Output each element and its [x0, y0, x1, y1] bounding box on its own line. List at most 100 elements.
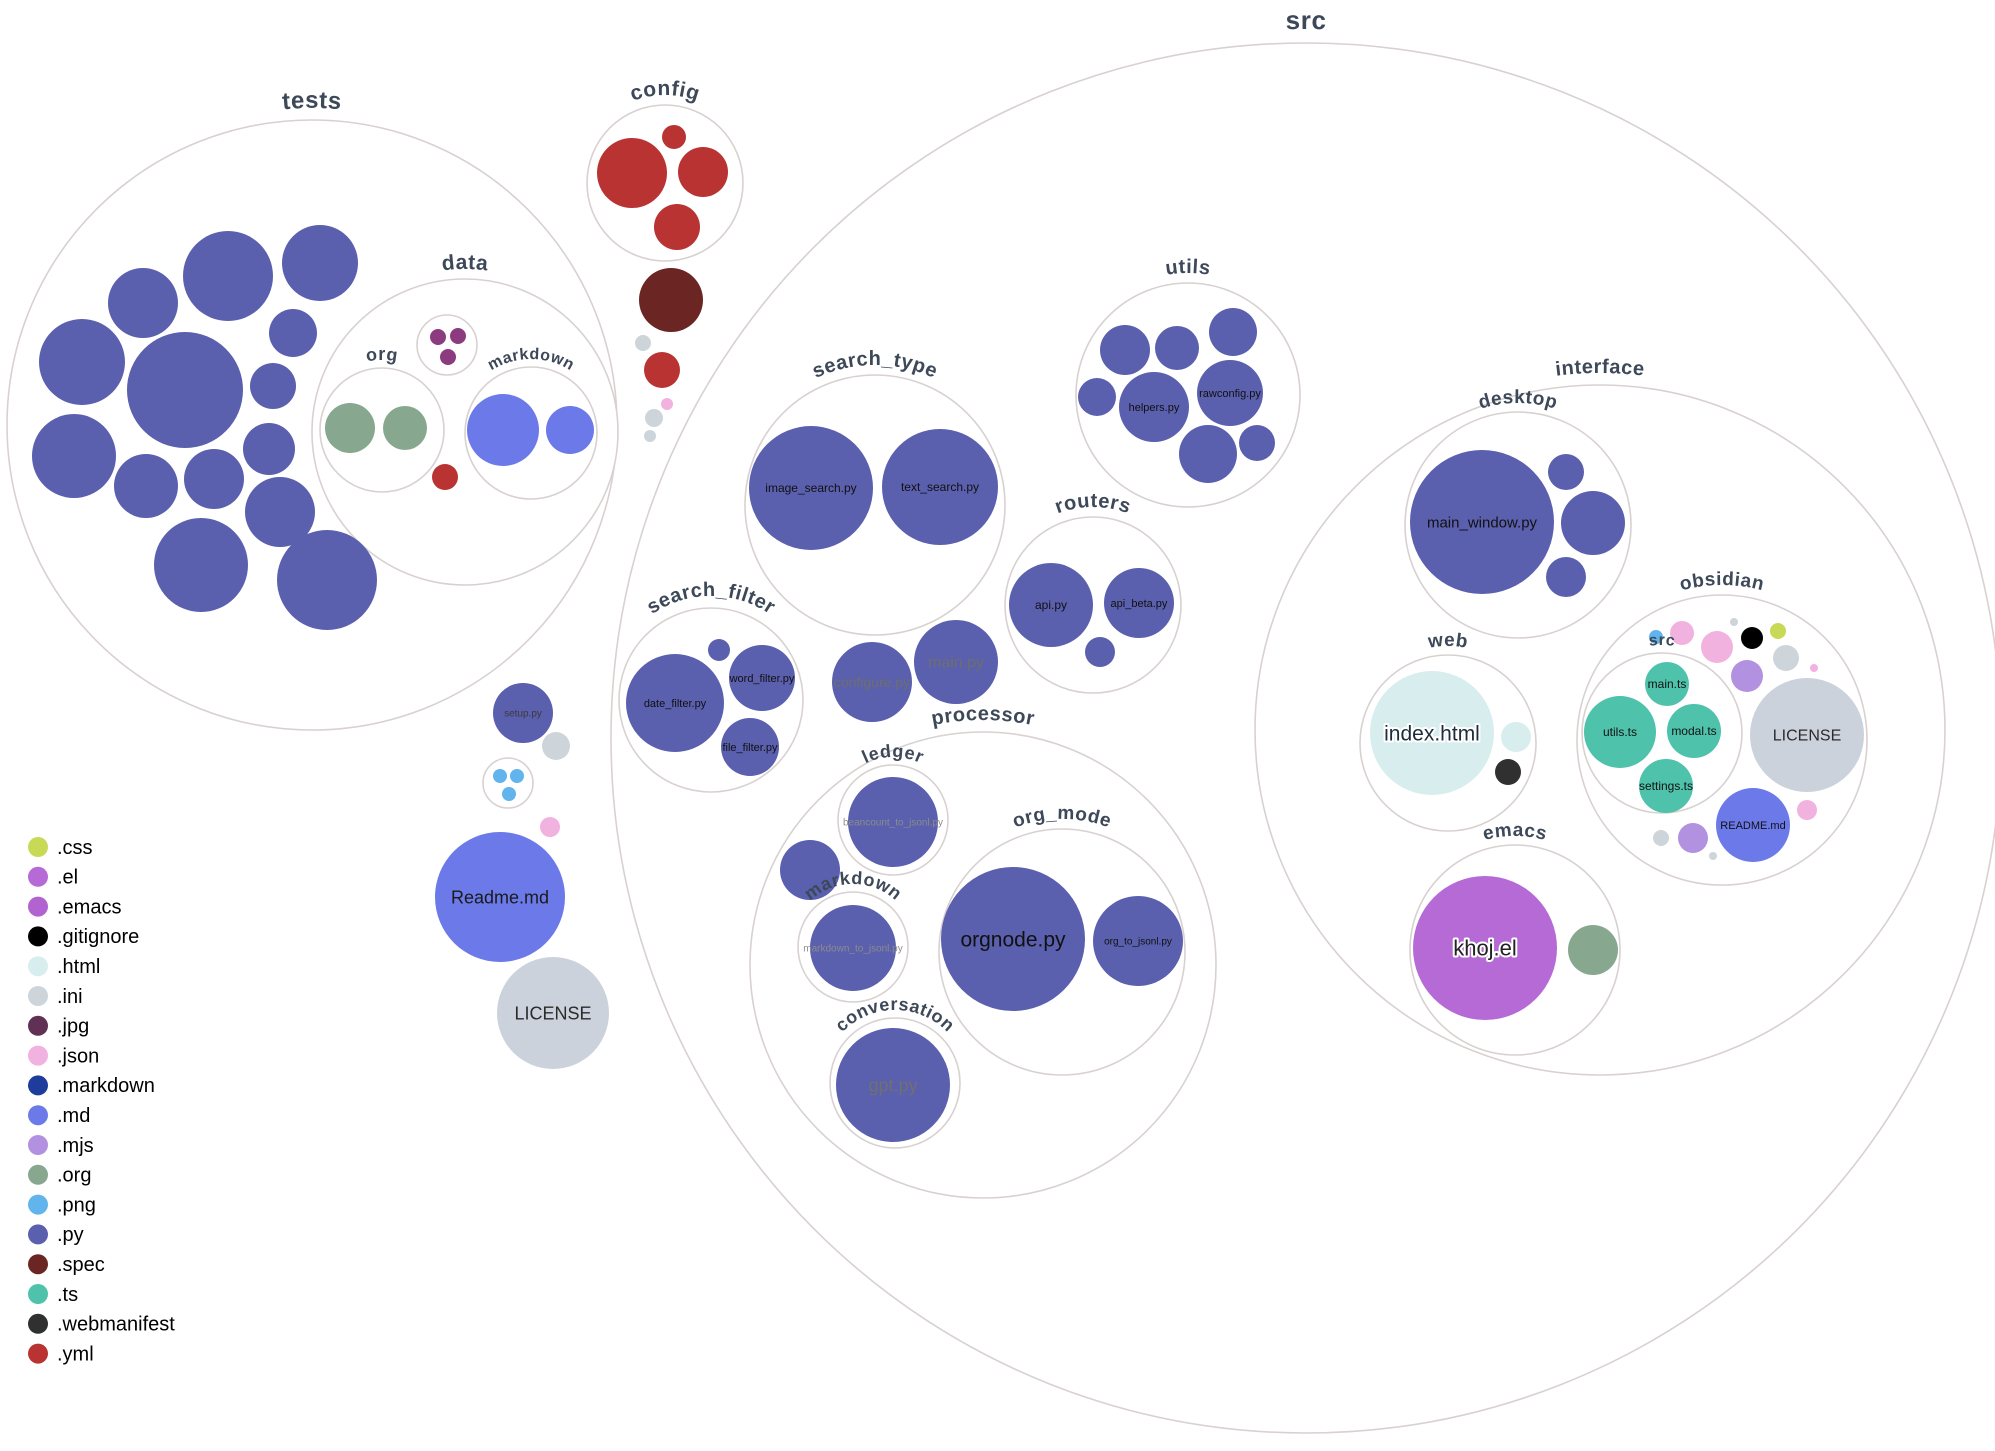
legend-label--markdown: .markdown: [57, 1075, 155, 1097]
file-circle-gpt-py: [836, 1028, 950, 1142]
file-circle-org-to-jsonl-py: [1093, 896, 1183, 986]
file-label-license-root: LICENSE: [514, 1003, 591, 1023]
folder-label-web: web: [1426, 630, 1469, 653]
file-circle-processor-py-1: [780, 840, 840, 900]
legend-label--spec: .spec: [57, 1254, 105, 1276]
file-label-orgnode-py: orgnode.py: [960, 928, 1066, 951]
legend-dot--spec: [28, 1254, 48, 1275]
legend-label--yml: .yml: [57, 1343, 94, 1365]
folder-circle-obsidian-src: [1581, 652, 1743, 814]
legend-dot--yml: [28, 1343, 48, 1364]
legend-label--py: .py: [57, 1224, 84, 1246]
file-circle-data-jpg-1: [430, 329, 446, 345]
folder-label-tests: tests: [281, 87, 343, 115]
file-circle-index-html: [1370, 671, 1494, 795]
legend-dot--gitignore: [28, 926, 48, 947]
file-label-image-search-py: image_search.py: [765, 481, 856, 495]
file-circle-helpers-py: [1119, 372, 1189, 442]
legend-label--html: .html: [57, 956, 100, 978]
file-circle-obsidian-json-tiny: [1810, 664, 1818, 672]
file-circle-config-yml-4: [654, 204, 700, 250]
file-circle-obsidian-ini-1: [1773, 645, 1799, 671]
file-circle-tests-py-11: [184, 449, 244, 509]
folder-label-config: config: [627, 77, 702, 106]
file-circle-tests-py-7: [250, 363, 296, 409]
legend-dot--ini: [28, 986, 48, 1006]
file-circle-license-root: [497, 957, 609, 1069]
file-label-modal-ts: modal.ts: [1671, 724, 1716, 738]
file-circle-modal-ts: [1667, 704, 1721, 758]
file-circle-obsidian-json-3: [1797, 800, 1817, 820]
file-circle-tests-py-2: [183, 231, 273, 321]
file-circle-settings-ts: [1639, 759, 1693, 813]
legend-dot--json: [28, 1045, 48, 1066]
file-circle-api-beta-py: [1104, 568, 1174, 638]
file-label-utils-ts: utils.ts: [1603, 725, 1637, 739]
file-circle-utils-py-3: [1209, 308, 1257, 356]
file-circle-root-ini-3: [644, 430, 656, 442]
file-label-khoj-el: khoj.el: [1453, 936, 1517, 961]
file-label-word-filter-py: word_filter.py: [729, 673, 795, 685]
file-label-readme-md: README.md: [1720, 820, 1785, 832]
file-circle-rawconfig-py: [1197, 360, 1263, 426]
file-label-markdown-to-jsonl-py: markdown_to_jsonl.py: [803, 944, 903, 955]
file-circle-data-md-1: [467, 394, 539, 466]
folder-circle-data-org: [319, 367, 445, 493]
file-circle-text-search-py: [882, 429, 998, 545]
file-circle-main-ts: [1645, 662, 1689, 706]
file-circle-routers-py-1: [1085, 637, 1115, 667]
file-circle-obsidian-png: [1649, 630, 1663, 644]
file-circle-desktop-py-2: [1561, 491, 1625, 555]
file-circle-obsidian-mjs-1: [1731, 660, 1763, 692]
file-circle-date-filter-py: [626, 654, 724, 752]
file-circle-obsidian-ini-2: [1653, 830, 1669, 846]
file-label-api-py: api.py: [1035, 598, 1067, 612]
file-circle-setup-py: [493, 683, 553, 743]
file-circle-data-org-1: [325, 403, 375, 453]
file-circle-markdown-to-jsonl-py: [810, 905, 896, 991]
file-circle-obsidian-json-2: [1701, 631, 1733, 663]
file-circle-root-yml: [644, 352, 680, 388]
file-circle-root-json-2: [540, 817, 560, 837]
file-label-main-ts: main.ts: [1648, 677, 1687, 691]
legend-label--emacs: .emacs: [57, 896, 121, 918]
file-circle-data-yml: [432, 464, 458, 490]
file-label-index-html: index.html: [1384, 722, 1480, 745]
legend-dot--markdown: [28, 1075, 48, 1096]
legend-label--org: .org: [57, 1165, 91, 1187]
legend-label--png: .png: [57, 1194, 96, 1216]
folder-circle-data-jpg-group: [416, 314, 478, 376]
file-circle-data-jpg-2: [450, 328, 466, 344]
legend-label--ini: .ini: [57, 986, 83, 1008]
folder-label-obsidian-src: src: [1648, 632, 1676, 650]
file-circle-obsidian-gitignore: [1741, 627, 1763, 649]
file-circle-obsidian-mjs-2: [1678, 823, 1708, 853]
file-circle-khoj-el: [1413, 876, 1557, 1020]
legend-label--json: .json: [57, 1045, 99, 1067]
legend-dot--css: [28, 837, 48, 857]
file-label-helpers-py: helpers.py: [1129, 402, 1180, 414]
file-circle-image-search-py: [749, 426, 873, 550]
file-circle-web-webmanifest: [1495, 759, 1521, 785]
file-label-file-filter-py: file_filter.py: [722, 742, 778, 754]
file-circle-utils-py-2: [1155, 326, 1199, 370]
file-circle-desktop-py-3: [1546, 557, 1586, 597]
file-circle-tests-py-3: [282, 225, 358, 301]
file-circle-tests-py-10: [114, 454, 178, 518]
file-circle-emacs-org: [1568, 925, 1618, 975]
legend-label--ts: .ts: [57, 1284, 78, 1306]
file-label-settings-ts: settings.ts: [1639, 779, 1693, 793]
legend-dot--ts: [28, 1284, 48, 1304]
file-circle-root-png-1: [493, 769, 507, 783]
file-circle-tests-py-4: [39, 319, 125, 405]
file-label-configure-py: configure.py: [834, 674, 910, 690]
file-circle-data-org-2: [383, 406, 427, 450]
file-circle-config-yml-1: [597, 138, 667, 208]
file-circle-readme-md: [1716, 788, 1790, 862]
file-label-org-to-jsonl-py: org_to_jsonl.py: [1104, 937, 1172, 948]
legend-dot--png: [28, 1194, 48, 1215]
file-label-setup-py: setup.py: [504, 709, 542, 720]
file-label-api-beta-py: api_beta.py: [1111, 598, 1168, 610]
